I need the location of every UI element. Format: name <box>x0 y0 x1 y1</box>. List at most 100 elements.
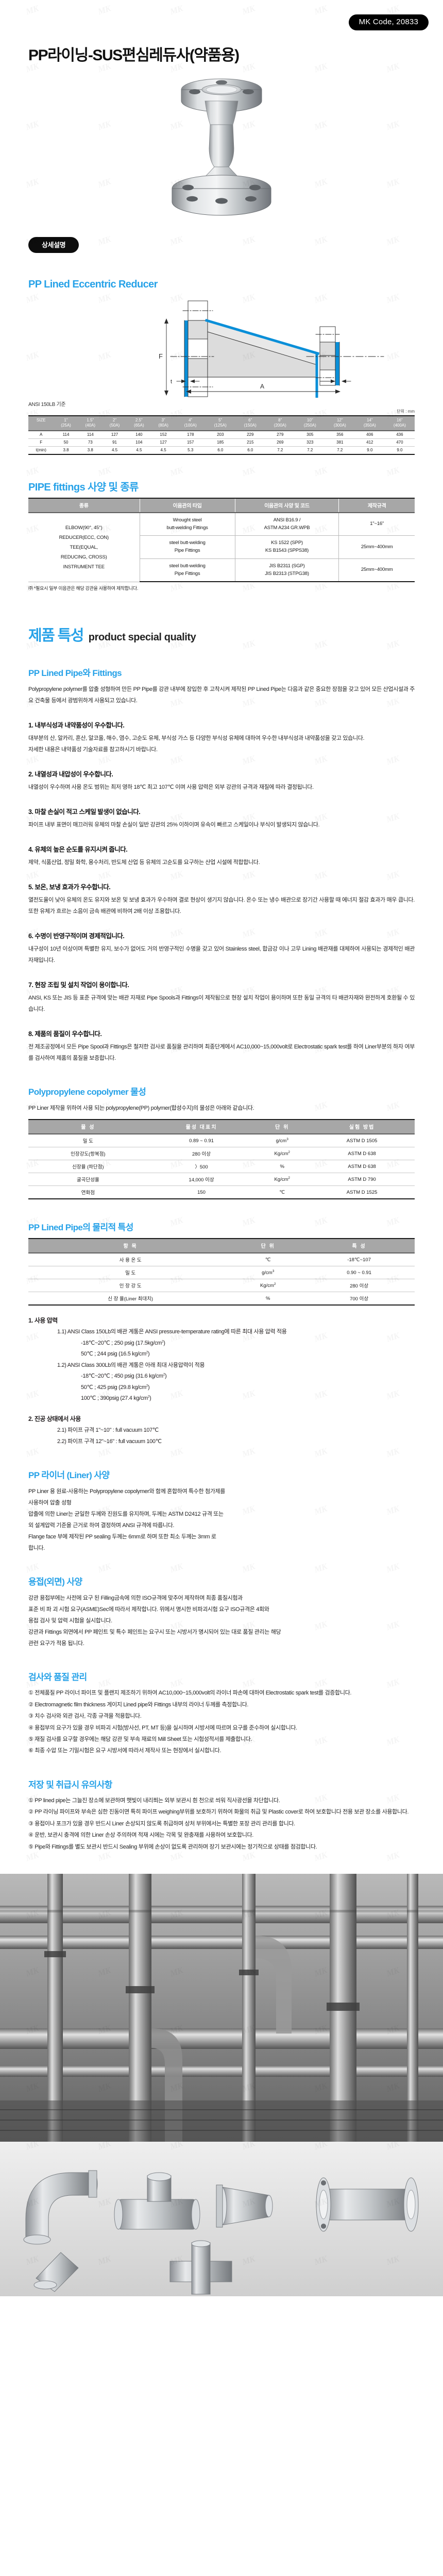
quality-item-body-2: 내열성이 우수하며 사용 온도 범위는 최저 영하 18℃ 최고 107℃ 이며… <box>28 784 314 791</box>
fittings-note: ㈜ *필요시 일부 이음관은 해당 강관을 사용하여 제작합니다. <box>28 586 139 591</box>
dim-col-size: SIZE <box>28 415 54 431</box>
dim-cell: 5.3 <box>175 446 206 455</box>
title-area: PP라이닝-SUS편심레듀사(약품용) <box>0 31 443 68</box>
copolymer-cell: 굴곡단성율 <box>28 1173 148 1187</box>
physical-cell: g/cm3 <box>232 1266 304 1280</box>
dim-cell: 470 <box>384 438 415 447</box>
pressure-line-7: 100℃ ; 390psig (27.4 kg/cm2) <box>81 1395 151 1401</box>
dim-cell: 91 <box>102 438 127 447</box>
physical-cell: 사 용 온 도 <box>28 1253 233 1267</box>
quality-item-title-6: 6. 수명이 반영구적이며 경제적입니다. <box>28 933 125 940</box>
dim-cell: 6.0 <box>205 446 235 455</box>
copolymer-heading: Polypropylene copolymer 물성 <box>28 1087 146 1097</box>
dim-row-label: F <box>28 438 54 447</box>
copolymer-cell: g/cm3 <box>255 1134 310 1148</box>
detail-section-pill: 상세설명 <box>28 237 79 253</box>
liner-text: PP Liner 용 원료-사용하는 Polypropylene copolym… <box>28 1488 226 1552</box>
dim-cell: 152 <box>151 431 176 439</box>
product-detail-page: MKMKMKMKMKMKMKMKMKMKMKMKMKMKMKMKMKMKMKMK… <box>0 0 443 2297</box>
dim-cell: 4.5 <box>102 446 127 455</box>
dim-row: t(min) 3.8 3.8 4.5 4.5 4.5 5.3 6.0 6.0 7.2 7.2 7.2 9… <box>28 446 415 455</box>
copolymer-col-3: 단 위 <box>255 1120 310 1135</box>
fittings-type-cell: Wrought steel butt-welding Fittings <box>140 513 235 536</box>
storage-heading: 저장 및 취급시 유의사항 <box>28 1780 112 1790</box>
dim-row: A 114 114 127 140 152 178 203 229 279 305 356 406 436 <box>28 431 415 439</box>
pressure-line-list: 1.1) ANSI Class 150Lb의 배관 계통은 ANSI press… <box>37 1327 415 1404</box>
dim-col-5: 3" (80A) <box>151 415 176 431</box>
dim-label-t: t <box>171 379 172 385</box>
quality-item-body-6: 내구성이 10년 이상이며 특별한 유지, 보수가 없어도 거의 반영구적인 수… <box>28 946 415 964</box>
flange-line-list: 강관 용접부에는 사전에 요구 된 Filling금속에 의한 ISO규격에 맞… <box>28 1592 415 1649</box>
copolymer-col-4: 실험 방법 <box>309 1120 415 1135</box>
mk-code-badge: MK Code, 20833 <box>348 14 429 30</box>
quality-item-list: 1. 내부식성과 내약품성이 우수합니다. 대부분의 산, 알카리, 혼산, 알코… <box>28 720 415 1064</box>
physical-col-1: 항 목 <box>28 1239 233 1254</box>
dim-label-a: A <box>260 383 264 390</box>
pressure-line-2: -18℃~20℃ ; 250 psig (17.5kg/cm2) <box>81 1340 165 1346</box>
quality-item-title-3: 3. 마찰 손실이 적고 스케일 발생이 없습니다. <box>28 808 141 816</box>
dim-cell: 104 <box>127 438 151 447</box>
dim-col-9: 8" (200A) <box>265 415 295 431</box>
copolymer-col-2: 물성 대표치 <box>147 1120 255 1135</box>
dim-col-3: 2" (50A) <box>102 415 127 431</box>
dim-cell: 73 <box>78 438 103 447</box>
dim-cell: 127 <box>151 438 176 447</box>
storage-item-2: ② PP 라이닝 파이프와 부속은 심한 진동이면 특히 파이프 weighin… <box>28 1809 409 1816</box>
dim-cell: 305 <box>295 431 325 439</box>
inspection-item-4: ④ 용접부의 요구가 있을 경우 비파괴 시험(방사선, PT, MT 등)을 … <box>28 1724 297 1731</box>
physical-cell: 0.90 ~ 0.91 <box>303 1266 415 1280</box>
quality-item-title-8: 8. 제품의 품질이 우수합니다. <box>28 1030 102 1038</box>
quality-item-title-2: 2. 내열성과 내압성이 우수합니다. <box>28 771 113 778</box>
dim-col-13: 16" (400A) <box>384 415 415 431</box>
inspection-item-5: ⑤ 재질 검사를 요구할 경우에는 해당 강관 및 부속 재료의 Mill Sh… <box>28 1736 252 1742</box>
copolymer-cell: 연화점 <box>28 1185 148 1200</box>
inspection-item-6: ⑥ 최종 수압 또는 기밀시험은 요구 시방서에 따라서 제작사 또는 현장에서… <box>28 1748 222 1754</box>
dim-col-2: 1.5" (40A) <box>78 415 103 431</box>
dim-cell: 323 <box>295 438 325 447</box>
inspection-item-list: ① 전체품질 PP 라이너 파이프 및 플랜지 제조하기 위하여 AC10,00… <box>28 1688 415 1757</box>
liner-heading: PP 라이너 (Liner) 사양 <box>28 1470 110 1481</box>
copolymer-cell: 인장강도(항복점) <box>28 1147 148 1161</box>
physical-cell: ℃ <box>232 1253 304 1267</box>
physical-cell: 밀 도 <box>28 1266 233 1280</box>
physical-cell: 280 이상 <box>303 1279 415 1293</box>
dim-col-1: 1" (25A) <box>54 415 78 431</box>
dim-cell: 381 <box>325 438 355 447</box>
dim-row: F 50 73 91 104 127 157 185 215 269 323 381 412 470 <box>28 438 415 447</box>
table-row: steel butt-welding Pipe Fittings JIS B2311… <box>28 558 415 583</box>
copolymer-cell: 150 <box>147 1185 255 1200</box>
dim-cell: 3.8 <box>54 446 78 455</box>
copolymer-col-1: 물 성 <box>28 1120 148 1135</box>
quality-item-title-4: 4. 유체의 높은 순도를 유지시켜 줍니다. <box>28 846 128 854</box>
quality-lead: Polypropylene polymer를 압출 성형하여 만든 PP Pip… <box>28 686 415 704</box>
fit-col-3: 이음관의 사양 및 코드 <box>235 498 339 513</box>
fittings-code-cell: KS 1522 (SPP) KS B1543 (SPPS38) <box>235 535 339 559</box>
inspection-heading: 검사와 품질 관리 <box>28 1672 87 1683</box>
inspection-item-3: ③ 치수 검사와 외관 검사, 각종 규격을 적용합니다. <box>28 1713 142 1720</box>
liner-line-list: PP Liner 용 원료-사용하는 Polypropylene copolym… <box>28 1486 415 1554</box>
dim-cell: 279 <box>265 431 295 439</box>
standard-note: ANSI 150LB 기준 <box>28 402 66 408</box>
pp-lined-subheading: PP Lined Pipe와 Fittings <box>28 668 122 679</box>
vacuum-line-1: 2.1) 파이프 규격 1"~10" : full vacuum 107℃ <box>57 1427 159 1434</box>
pressure-line-3: 50℃ ; 244 psig (16.5 kg/cm2) <box>81 1350 150 1358</box>
quality-item-body-1: 대부분의 산, 알카리, 혼산, 알코올, 해수, 염수, 고순도 유체, 부식… <box>28 735 365 753</box>
table-row: ELBOW(90°, 45°) REDUCER(ECC, CON) TEE(EQUA… <box>28 513 415 582</box>
physical-cell: 인 장 강 도 <box>28 1279 233 1293</box>
copolymer-cell: 〉500 <box>147 1160 255 1174</box>
dim-cell: 157 <box>175 438 206 447</box>
storage-item-list: ① PP lined pipe는 그늘진 장소에 보관하며 햇빛이 내리쬐는 외… <box>28 1795 415 1853</box>
dim-cell: 215 <box>235 438 265 447</box>
pressure-line-6: 50℃ ; 425 psig (29.8 kg/cm2) <box>81 1383 150 1391</box>
fittings-code-cell: ANSI B16.9 /ASTM A234 GR.WPB <box>235 513 339 536</box>
table-row: 연화점 150 ℃ ASTM D 1525 <box>28 1185 415 1200</box>
copolymer-cell: 0.89 ~ 0.91 <box>147 1134 255 1148</box>
table-row: 인 장 강 도 Kg/cm2 280 이상 <box>28 1279 415 1293</box>
dim-cell: 9.0 <box>384 446 415 455</box>
copolymer-cell: 밀 도 <box>28 1134 148 1148</box>
fittings-code-cell: JIS B2311 (SGP) JIS B2313 (STPG38) <box>235 558 339 583</box>
dim-cell: 7.2 <box>265 446 295 455</box>
dim-cell: 6.0 <box>235 446 265 455</box>
physical-cell: 700 이상 <box>303 1292 415 1306</box>
fittings-heading: PIPE fittings 사양 및 종류 <box>28 482 139 493</box>
